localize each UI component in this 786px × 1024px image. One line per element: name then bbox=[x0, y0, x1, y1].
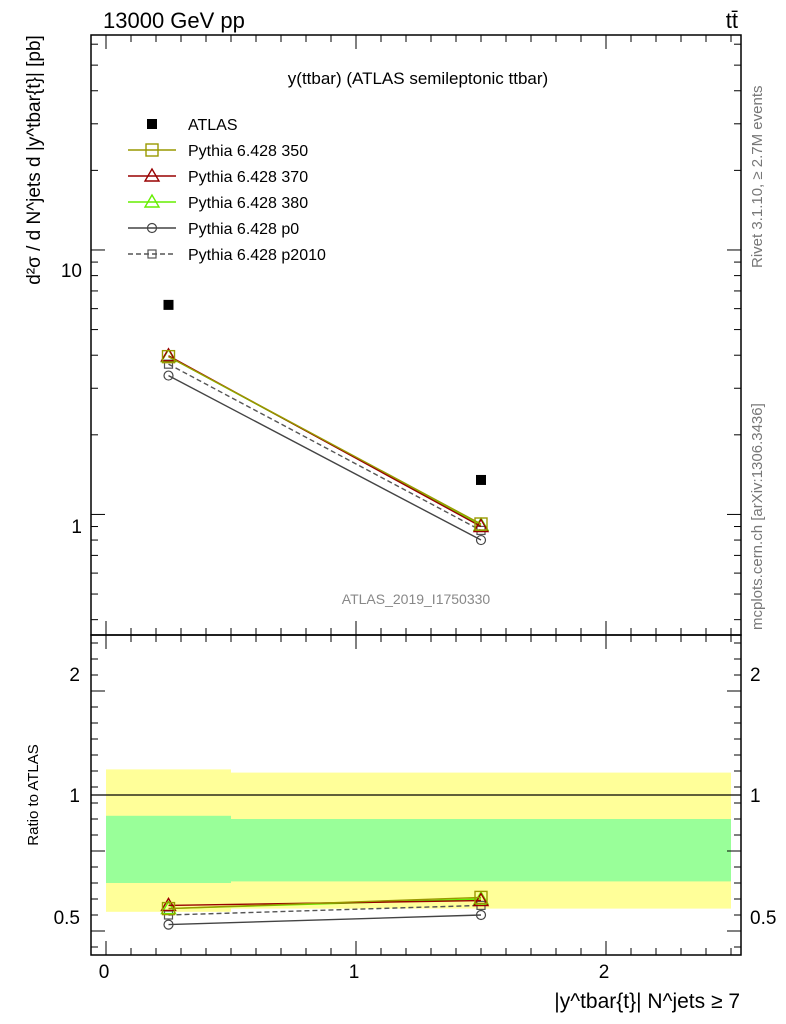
data-point-marker bbox=[161, 349, 176, 364]
legend-symbol bbox=[147, 119, 157, 129]
ratio-frame bbox=[90, 634, 742, 956]
legend-symbol bbox=[128, 249, 176, 259]
ratio-xlabel: |y^tbar{t}| N^jets ≥ 7 bbox=[554, 990, 740, 1013]
data-point-marker bbox=[474, 890, 488, 905]
ratio-series bbox=[160, 890, 490, 930]
data-point-marker bbox=[147, 249, 157, 259]
legend-item: Pythia 6.428 p2010 bbox=[128, 247, 326, 264]
data-point-marker bbox=[163, 919, 174, 930]
ratio-bands bbox=[106, 769, 731, 912]
ratio-ytick-label-right: 1 bbox=[750, 786, 761, 807]
legend-label: Pythia 6.428 p0 bbox=[188, 221, 299, 238]
rivet-label: Rivet 3.1.10, ≥ 2.7M events bbox=[749, 86, 766, 269]
xtick-label: 1 bbox=[349, 962, 360, 983]
data-point-marker bbox=[474, 517, 488, 531]
main-title: y(ttbar) (ATLAS semileptonic ttbar) bbox=[288, 69, 548, 88]
main-panel: y(ttbar) (ATLAS semileptonic ttbar) ATLA… bbox=[24, 34, 742, 636]
series-pythia-6-428-350 bbox=[161, 890, 488, 916]
data-point-marker bbox=[160, 897, 177, 912]
series-pythia-6-428-p2010 bbox=[163, 359, 486, 536]
legend-label: Pythia 6.428 350 bbox=[188, 143, 308, 160]
data-point-marker bbox=[143, 193, 161, 208]
data-point-marker bbox=[160, 900, 177, 915]
data-point-marker bbox=[161, 901, 176, 916]
data-point-marker bbox=[472, 518, 490, 533]
ratio-panel: Ratio to ATLAS 0.5 1 2 0.5 1 2 0 1 2 |y^… bbox=[25, 634, 777, 1013]
series-line bbox=[168, 904, 482, 916]
main-ytick-label-10: 10 bbox=[61, 261, 82, 282]
legend-label: Pythia 6.428 380 bbox=[188, 195, 308, 212]
ratio-xtick-labels: 0 1 2 bbox=[99, 962, 610, 983]
data-point-marker bbox=[472, 892, 490, 907]
legend: ATLAS Pythia 6.428 350 Pythia 6.428 370 … bbox=[128, 117, 326, 264]
series-line bbox=[168, 374, 482, 541]
series-pythia-6-428-p0 bbox=[163, 909, 487, 930]
ratio-ytick-label-right: 0.5 bbox=[750, 908, 776, 929]
data-point-marker bbox=[143, 167, 161, 182]
legend-label: Pythia 6.428 370 bbox=[188, 169, 308, 186]
data-point-marker bbox=[146, 222, 158, 234]
series-atlas bbox=[163, 299, 486, 485]
legend-label: Pythia 6.428 p2010 bbox=[188, 247, 326, 264]
ratio-ytick-label-left: 1 bbox=[69, 786, 80, 807]
series-line bbox=[168, 896, 482, 910]
ratio-ytick-labels: 0.5 1 2 0.5 1 2 bbox=[54, 665, 777, 929]
data-point-marker bbox=[147, 119, 157, 129]
main-watermark: ATLAS_2019_I1750330 bbox=[342, 591, 491, 607]
xtick-label: 2 bbox=[599, 962, 610, 983]
data-point-marker bbox=[475, 534, 487, 546]
legend-symbol bbox=[128, 222, 176, 234]
main-series bbox=[160, 299, 490, 546]
series-line bbox=[168, 914, 482, 926]
series-pythia-6-428-p0 bbox=[163, 370, 487, 546]
legend-item: Pythia 6.428 380 bbox=[128, 193, 308, 212]
main-ylabel: d²σ / d N^jets d |y^tbar{t}| [pb] bbox=[24, 35, 45, 285]
main-ytick-labels: 1 10 bbox=[61, 261, 82, 538]
main-ytick-label-1: 1 bbox=[71, 517, 82, 538]
xtick-label: 0 bbox=[99, 962, 110, 983]
data-point-marker bbox=[163, 299, 174, 310]
band-stat bbox=[106, 815, 231, 883]
legend-symbol bbox=[128, 167, 176, 182]
ratio-ytick-label-left: 2 bbox=[69, 665, 80, 686]
ratio-ylabel: Ratio to ATLAS bbox=[25, 744, 42, 845]
legend-label: ATLAS bbox=[188, 117, 238, 134]
ratio-ytick-label-left: 0.5 bbox=[54, 908, 80, 929]
data-point-marker bbox=[145, 143, 159, 157]
series-pythia-6-428-350 bbox=[161, 349, 488, 531]
legend-item: ATLAS bbox=[147, 117, 238, 134]
main-axis-ticks bbox=[91, 35, 741, 635]
data-point-marker bbox=[163, 370, 174, 381]
data-point-marker bbox=[476, 474, 486, 485]
data-point-marker bbox=[475, 909, 487, 921]
legend-symbol bbox=[128, 143, 176, 157]
series-line bbox=[168, 363, 482, 532]
legend-item: Pythia 6.428 370 bbox=[128, 167, 308, 186]
legend-item: Pythia 6.428 p0 bbox=[128, 221, 299, 238]
header-left: 13000 GeV pp bbox=[103, 8, 245, 33]
band-stat bbox=[231, 819, 731, 882]
series-line bbox=[168, 356, 482, 525]
legend-item: Pythia 6.428 350 bbox=[128, 143, 308, 160]
header-right: tt̄ bbox=[726, 8, 738, 33]
data-point-marker bbox=[160, 347, 177, 362]
legend-symbol bbox=[128, 193, 176, 208]
ratio-ytick-label-right: 2 bbox=[750, 665, 761, 686]
mcplots-label: mcplots.cern.ch [arXiv:1306.3436] bbox=[749, 403, 766, 630]
ratio-axis-ticks bbox=[91, 635, 741, 955]
